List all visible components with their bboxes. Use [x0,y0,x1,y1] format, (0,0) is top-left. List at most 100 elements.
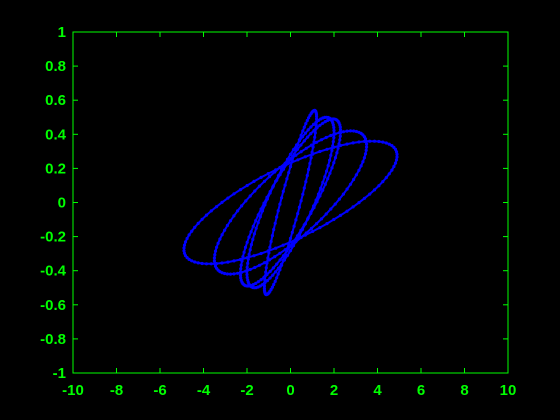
data-point [270,234,274,238]
data-point [274,168,278,172]
data-point [291,244,296,248]
data-point [302,125,306,129]
data-point [246,257,250,261]
data-point [354,129,358,134]
data-point [268,276,272,280]
data-point [331,140,335,144]
data-point [182,249,186,253]
data-point [281,243,285,247]
data-point [225,223,229,228]
data-point [274,246,278,250]
y-tick-label: -0.2 [40,229,66,246]
data-point [228,272,233,276]
data-point [268,269,272,273]
data-point [332,217,336,222]
data-point [337,197,341,201]
data-point [271,273,275,277]
data-point [263,278,267,282]
data-point [306,135,310,139]
data-point [253,265,257,270]
y-tick-label: -0.8 [40,331,66,348]
data-point [288,244,293,248]
data-point [332,136,336,140]
data-point [365,145,369,149]
data-point [223,228,227,232]
data-point [288,161,293,165]
data-point [299,143,303,147]
data-point [215,245,219,249]
data-point [239,267,243,271]
data-point [288,240,293,244]
data-point [267,258,272,262]
y-tick-label: 0.2 [45,160,66,177]
data-point [281,189,285,193]
data-point [318,149,322,154]
data-point [190,259,194,263]
x-tick-label: -10 [62,382,84,399]
data-point [193,225,197,229]
y-tick-label: -0.6 [40,297,66,314]
y-tick-label: 0.4 [45,126,67,143]
data-point [232,192,236,196]
data-point [243,245,248,249]
data-point [272,282,276,287]
data-point [262,179,267,183]
data-point [306,216,310,220]
data-point [254,281,258,285]
data-point [196,261,200,265]
data-point [245,269,249,273]
data-point [257,184,262,188]
data-point [185,236,189,241]
y-tick-label: -1 [53,365,66,382]
data-point [302,186,306,190]
data-point [314,120,318,124]
data-point [209,262,213,266]
data-point [300,227,305,231]
data-point [324,135,328,140]
data-point [357,168,361,172]
data-point [264,266,268,270]
data-point [299,150,303,154]
data-point [228,219,233,223]
y-tick-label: -0.4 [40,263,67,280]
data-point [313,135,317,139]
data-point [278,251,282,255]
data-point [336,146,340,150]
data-point [311,152,315,156]
data-point [256,280,260,284]
data-point [368,192,372,196]
data-point [390,168,394,172]
data-point [251,237,255,241]
y-tick-label: 0.6 [45,92,66,109]
data-point [288,165,293,169]
data-point [193,260,197,264]
x-tick-label: 0 [286,382,294,399]
data-point [256,213,260,217]
data-point [357,140,361,144]
hysteresis-loop [239,118,342,287]
data-point [248,248,252,252]
data-point [311,229,315,233]
x-tick-label: -2 [240,382,253,399]
data-point [304,146,308,150]
data-point [306,128,310,132]
data-point [276,266,281,270]
data-point [300,135,305,139]
data-point [338,143,343,148]
data-point [265,272,269,277]
data-point [182,246,186,250]
data-point [212,259,216,263]
data-point [296,212,300,216]
data-point [393,161,398,165]
data-point [309,143,314,147]
data-point [318,123,322,127]
data-point [213,264,218,268]
data-point [214,262,219,266]
data-point [314,123,318,127]
data-point [312,204,316,208]
data-point [262,261,267,265]
data-point [248,267,252,272]
data-point [240,204,244,208]
data-point [308,161,312,166]
